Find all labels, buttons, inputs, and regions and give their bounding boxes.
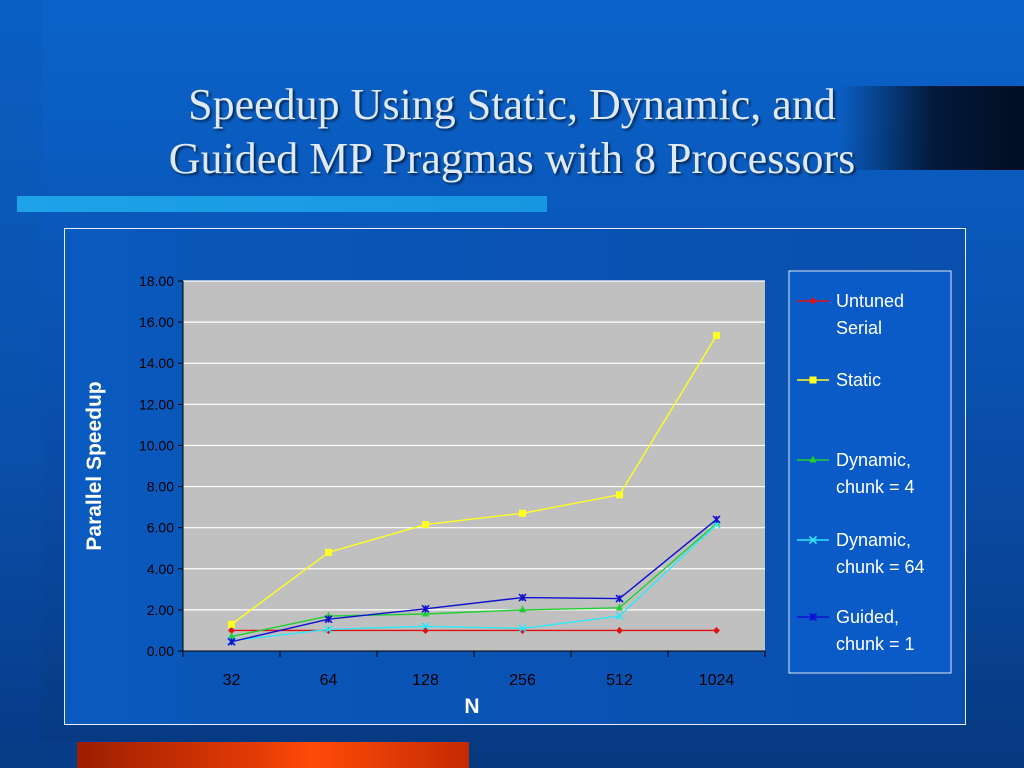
x-axis: 32 64 128 256 512 1024 <box>182 650 766 689</box>
data-point-marker <box>227 637 236 646</box>
x-axis-label: N <box>464 695 479 718</box>
y-tick-label: 18.00 <box>139 273 174 289</box>
title-accent-bar <box>840 86 1024 170</box>
data-point-marker <box>421 622 430 631</box>
data-point-marker <box>324 625 333 634</box>
bottom-accent-bar <box>77 742 469 768</box>
x-tick-label: 512 <box>606 672 633 689</box>
data-point-marker <box>809 455 817 463</box>
data-point-marker <box>616 491 623 499</box>
title-line-1: Speedup Using Static, Dynamic, and <box>188 80 836 129</box>
data-point-marker <box>809 297 817 305</box>
data-point-marker <box>228 632 235 640</box>
bottom-left-decor <box>0 742 77 768</box>
legend-label: chunk = 1 <box>836 634 915 654</box>
series-line <box>231 524 717 642</box>
data-point-marker <box>712 515 721 524</box>
data-point-marker <box>808 535 818 545</box>
y-tick-label: 14.00 <box>139 355 174 371</box>
legend-entry: Dynamic, chunk = 64 <box>797 530 925 577</box>
data-point-marker <box>713 626 720 634</box>
series-group <box>227 331 721 646</box>
data-point-marker <box>809 376 817 384</box>
data-point-marker <box>519 509 526 517</box>
data-point-marker <box>519 605 526 613</box>
x-tick-label: 256 <box>509 672 536 689</box>
left-decor-strip <box>0 0 42 768</box>
y-tick-label: 0.00 <box>147 643 174 659</box>
y-tick-label: 4.00 <box>147 561 174 577</box>
series-guided-chunk-1 <box>227 515 721 646</box>
data-point-marker <box>808 612 818 622</box>
x-tick-label: 32 <box>223 672 241 689</box>
x-tick-label: 128 <box>412 672 439 689</box>
data-point-marker <box>228 620 235 628</box>
legend-label: Guided, <box>836 607 899 627</box>
data-point-marker <box>422 609 429 617</box>
data-point-marker <box>324 615 333 624</box>
y-tick-label: 12.00 <box>139 396 174 412</box>
x-tick-label: 64 <box>320 672 338 689</box>
slide-title: Speedup Using Static, Dynamic, and Guide… <box>30 78 994 186</box>
series-line <box>231 518 717 643</box>
data-point-marker <box>228 626 235 634</box>
y-axis-label: Parallel Speedup <box>83 381 106 550</box>
y-tick-label: 16.00 <box>139 314 174 330</box>
chart-panel: 0.00 2.00 4.00 6.00 8.00 10.00 12.00 14.00 16.00… <box>64 228 966 725</box>
data-point-marker <box>713 331 720 339</box>
series-line <box>231 335 718 625</box>
data-point-marker <box>518 593 527 602</box>
plot-area <box>183 281 765 651</box>
data-point-marker <box>518 624 527 633</box>
legend-box <box>788 270 952 674</box>
data-point-marker <box>615 594 624 603</box>
y-tick-label: 2.00 <box>147 602 174 618</box>
x-tick-label: 1024 <box>699 672 735 689</box>
data-point-marker <box>615 611 624 621</box>
line-chart: 0.00 2.00 4.00 6.00 8.00 10.00 12.00 14.00 16.00… <box>83 270 952 718</box>
legend-label: Static <box>836 370 881 390</box>
legend-entry: Guided, chunk = 1 <box>797 607 915 654</box>
data-point-marker <box>616 626 623 634</box>
legend-label: Dynamic, <box>836 530 911 550</box>
legend-label: Serial <box>836 318 882 338</box>
data-point-marker <box>325 548 332 556</box>
y-tick-label: 10.00 <box>139 437 174 453</box>
title-line-2: Guided MP Pragmas with 8 Processors <box>168 134 856 183</box>
series-line <box>231 523 717 638</box>
data-point-marker <box>422 521 429 529</box>
title-underline <box>17 196 547 212</box>
legend-label: chunk = 64 <box>836 557 925 577</box>
legend-entry: Untuned Serial <box>797 291 904 338</box>
series-static <box>228 331 720 628</box>
y-tick-label: 8.00 <box>147 479 174 495</box>
legend-entry: Dynamic, chunk = 4 <box>797 450 915 497</box>
data-point-marker <box>421 604 430 613</box>
legend-label: Dynamic, <box>836 450 911 470</box>
gridlines <box>183 280 765 611</box>
y-axis: 0.00 2.00 4.00 6.00 8.00 10.00 12.00 14.00 16.00… <box>139 273 184 659</box>
legend-entry: Static <box>797 370 881 390</box>
legend-label: Untuned <box>836 291 904 311</box>
y-tick-label: 6.00 <box>147 520 174 536</box>
legend-label: chunk = 4 <box>836 477 915 497</box>
data-point-marker <box>616 603 623 611</box>
